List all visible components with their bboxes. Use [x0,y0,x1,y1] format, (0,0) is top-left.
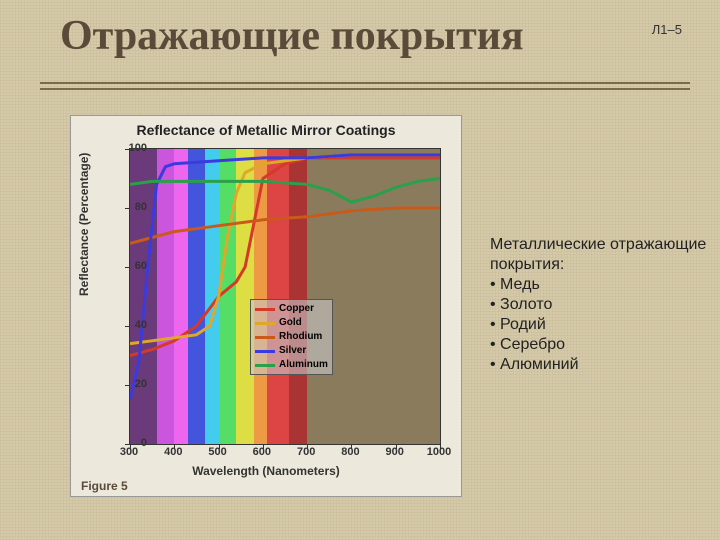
side-text: Металлические отражающие покрытия: • Мед… [490,235,720,375]
plot-area: CopperGoldRhodiumSilverAluminum [129,148,441,445]
legend-label: Aluminum [279,358,328,372]
xtick-label: 500 [208,446,226,458]
ytick-label: 20 [117,378,147,390]
legend-label: Copper [279,302,314,316]
figure-label: Figure 5 [81,479,128,493]
legend-swatch [255,308,275,311]
legend-swatch [255,322,275,325]
series-rhodium [130,208,440,243]
side-text-item: • Серебро [490,335,720,355]
ytick-label: 60 [117,260,147,272]
xtick-label: 800 [341,446,359,458]
chart-legend: CopperGoldRhodiumSilverAluminum [250,299,333,375]
legend-swatch [255,350,275,353]
ytick-label: 80 [117,201,147,213]
chart-xlabel: Wavelength (Nanometers) [71,464,461,478]
series-aluminum [130,179,440,203]
ytick-label: 100 [117,142,147,154]
chart-ylabel: Reflectance (Percentage) [77,153,91,296]
xtick-label: 1000 [427,446,451,458]
slide-label: Л1–5 [652,22,682,37]
side-text-item: • Золото [490,295,720,315]
xtick-label: 400 [164,446,182,458]
legend-row: Silver [255,344,328,358]
legend-label: Silver [279,344,306,358]
chart-lines [130,149,440,444]
page-title: Отражающие покрытия [60,12,524,60]
xtick-label: 600 [253,446,271,458]
xtick-label: 300 [120,446,138,458]
title-underline [40,82,690,84]
legend-label: Rhodium [279,330,322,344]
legend-row: Gold [255,316,328,330]
chart-panel: Reflectance of Metallic Mirror Coatings … [70,115,462,497]
legend-swatch [255,336,275,339]
xtick-label: 900 [386,446,404,458]
title-underline [40,88,690,90]
legend-label: Gold [279,316,302,330]
legend-row: Rhodium [255,330,328,344]
side-text-item: • Родий [490,315,720,335]
chart-title: Reflectance of Metallic Mirror Coatings [71,122,461,138]
ytick-label: 40 [117,319,147,331]
legend-row: Aluminum [255,358,328,372]
legend-row: Copper [255,302,328,316]
side-text-item: • Медь [490,275,720,295]
xtick-label: 700 [297,446,315,458]
side-text-intro: Металлические отражающие покрытия: [490,235,720,275]
legend-swatch [255,364,275,367]
side-text-item: • Алюминий [490,355,720,375]
